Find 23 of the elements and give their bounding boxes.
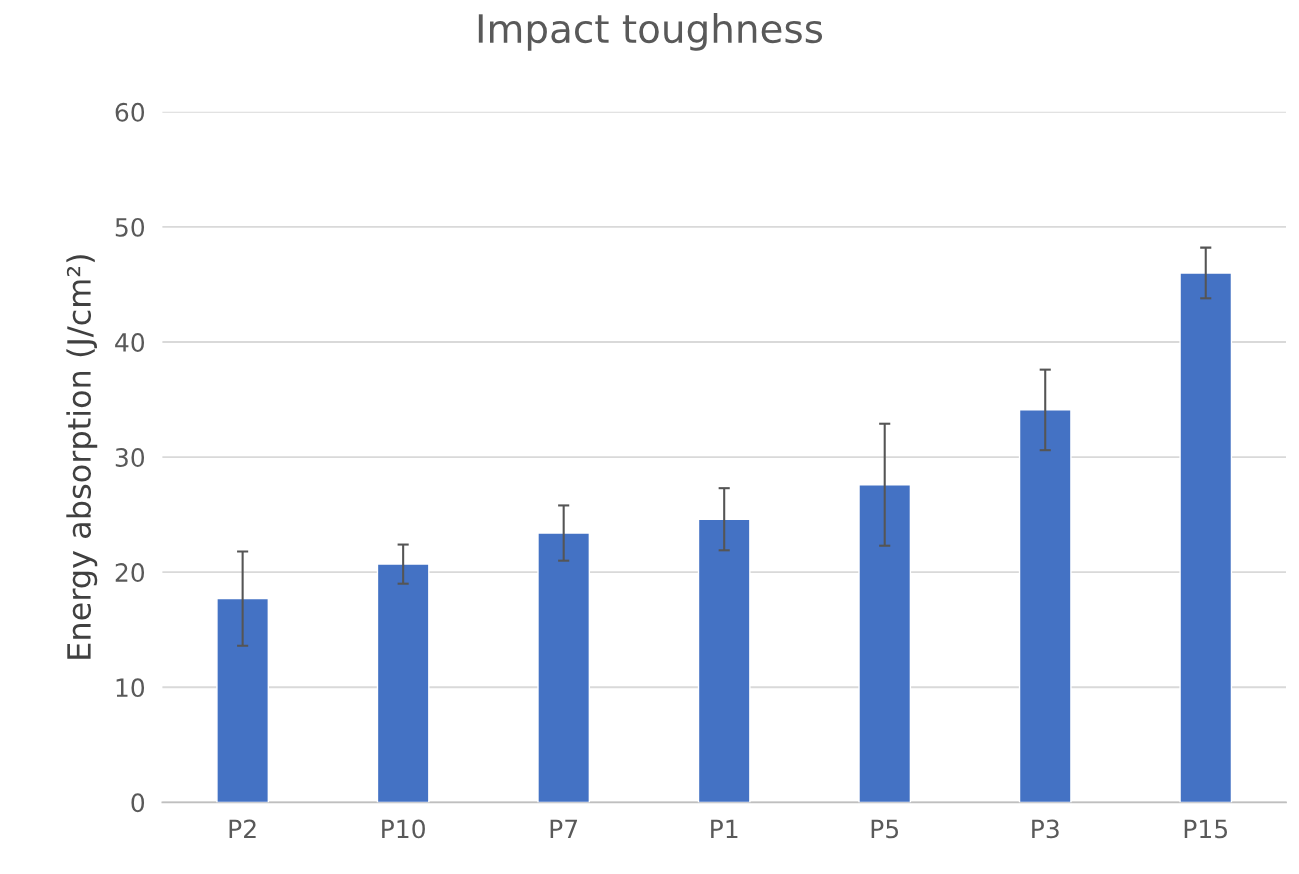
bar xyxy=(376,563,430,803)
x-tick-label: P3 xyxy=(1032,819,1059,839)
bar xyxy=(1018,409,1072,803)
x-tick-label: P5 xyxy=(871,819,899,839)
bar xyxy=(697,518,751,803)
x-tick-label: P10 xyxy=(382,819,425,839)
bar xyxy=(537,532,591,803)
bar xyxy=(858,484,912,803)
x-tick-label: P15 xyxy=(1184,819,1228,839)
bar xyxy=(216,597,270,803)
y-tick-label: 10 xyxy=(116,678,145,698)
x-tick-label: P2 xyxy=(229,819,256,838)
x-tick-label: P7 xyxy=(550,819,578,838)
y-tick-label: 30 xyxy=(115,448,145,467)
y-tick-label: 20 xyxy=(115,563,145,583)
y-tick-label: 60 xyxy=(115,102,145,122)
chart-title: Impact toughness xyxy=(478,13,823,51)
y-tick-label: 0 xyxy=(131,793,145,813)
bar xyxy=(1179,272,1233,803)
y-tick-label: 50 xyxy=(115,217,145,237)
x-tick-label: P1 xyxy=(711,819,738,838)
y-tick-label: 40 xyxy=(115,332,145,352)
y-axis-title: Energy absorption (J/cm²) xyxy=(66,255,98,659)
